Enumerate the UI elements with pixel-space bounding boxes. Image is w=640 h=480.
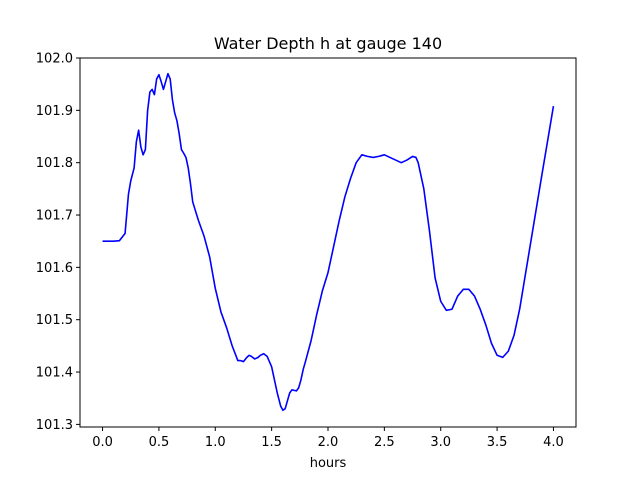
y-tick-label: 101.9 — [36, 104, 73, 119]
plot-area — [102, 72, 555, 412]
y-axis: 101.3 101.4 101.5 101.6 101.7 101.8 101.9 102.0 — [36, 52, 80, 433]
x-tick-label: 1.0 — [205, 435, 226, 450]
y-tick-label: 102.0 — [36, 52, 73, 67]
x-tick-label: 3.0 — [430, 435, 451, 450]
x-tick-label: 2.5 — [374, 435, 395, 450]
series-line-1 — [102, 72, 555, 412]
x-tick-label: 1.5 — [261, 435, 282, 450]
y-tick-label: 101.4 — [36, 366, 73, 381]
x-axis-label: hours — [310, 456, 347, 471]
y-tick-label: 101.7 — [36, 209, 73, 224]
x-tick-label: 3.5 — [487, 435, 508, 450]
chart-title: Water Depth h at gauge 140 — [214, 34, 442, 53]
y-tick-label: 101.6 — [36, 261, 73, 276]
x-tick-label: 4.0 — [543, 435, 564, 450]
y-tick-label: 101.5 — [36, 313, 73, 328]
x-tick-label: 0.0 — [92, 435, 113, 450]
x-tick-label: 2.0 — [318, 435, 339, 450]
x-tick-label: 0.5 — [149, 435, 170, 450]
y-tick-label: 101.3 — [36, 418, 73, 433]
y-tick-label: 101.8 — [36, 156, 73, 171]
x-axis: 0.0 0.5 1.0 1.5 2.0 2.5 3.0 3.5 4.0 — [92, 427, 564, 450]
